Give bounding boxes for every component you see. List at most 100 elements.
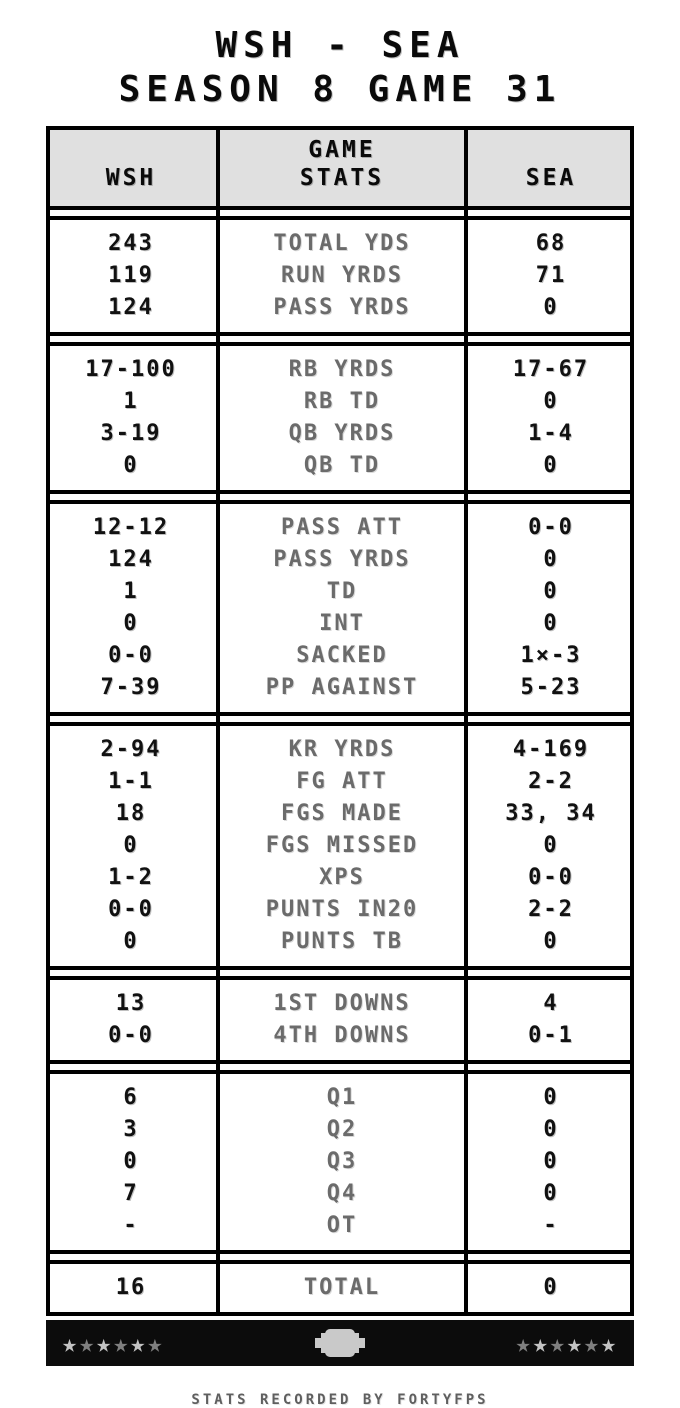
stat-value-wsh: 13: [115, 991, 147, 1016]
table-sections: 243 119 124 TOTAL YDS RUN YRDS PASS YRDS 68 71 0…: [46, 216, 634, 1316]
stat-value-sea: 0: [543, 547, 559, 572]
stars-left: ★★★★★★: [62, 1331, 164, 1356]
stat-value-wsh: 0: [123, 1149, 139, 1174]
stat-label: QB TD: [303, 453, 381, 478]
stat-label: RUN YRDS: [281, 263, 403, 288]
stat-value-sea: 0: [543, 389, 559, 414]
stat-label: FG ATT: [296, 769, 388, 794]
stat-label: 1ST DOWNS: [273, 991, 411, 1016]
header-game-stats: GAME STATS: [216, 130, 468, 206]
stat-value-wsh: 1: [123, 579, 139, 604]
column-wsh-values: 13 0-0: [46, 988, 216, 1052]
stat-label: PUNTS IN20: [265, 897, 419, 922]
stat-value-sea: 0: [543, 1149, 559, 1174]
stats-section-3: 12-12 124 1 0 0-0 7-39 PASS ATT PASS YRDS TD INT S…: [46, 500, 634, 716]
stat-value-sea: 68: [535, 231, 567, 256]
stat-label: FGS MISSED: [265, 833, 419, 858]
stat-value-wsh: 6: [123, 1085, 139, 1110]
column-sea-values: 4-169 2-2 33, 34 0 0-0 2-2 0: [468, 734, 634, 958]
column-wsh-values: 2-94 1-1 18 0 1-2 0-0 0: [46, 734, 216, 958]
stat-label: TOTAL: [303, 1275, 381, 1300]
footer-bar: ★★★★★★ ★★★★★★: [46, 1320, 634, 1366]
stat-value-wsh: 0-0: [108, 643, 154, 668]
stat-value-sea: 1×-3: [520, 643, 582, 668]
stat-value-wsh: 0-0: [108, 897, 154, 922]
stats-section-4: 2-94 1-1 18 0 1-2 0-0 0 KR YRDS FG ATT FGS MADE FG…: [46, 722, 634, 970]
column-sea-values: 0-0 0 0 0 1×-3 5-23: [468, 512, 634, 704]
stat-value-wsh: 7-39: [100, 675, 162, 700]
stat-value-wsh: 12-12: [92, 515, 170, 540]
stat-value-sea: 17-67: [512, 357, 590, 382]
stat-value-wsh: 124: [108, 547, 154, 572]
stat-label: PASS YRDS: [273, 295, 411, 320]
star-icon: ★: [515, 1328, 533, 1358]
stat-label: Q2: [326, 1117, 358, 1142]
star-icon: ★: [113, 1328, 131, 1358]
column-wsh-values: 12-12 124 1 0 0-0 7-39: [46, 512, 216, 704]
star-icon: ★: [79, 1328, 97, 1358]
stat-label: 4TH DOWNS: [273, 1023, 411, 1048]
column-stat-labels: 1ST DOWNS 4TH DOWNS: [216, 988, 468, 1052]
stat-label: PASS ATT: [281, 515, 403, 540]
stat-value-sea: 2-2: [528, 769, 574, 794]
stat-value-wsh: 18: [115, 801, 147, 826]
column-stat-labels: RB YRDS RB TD QB YRDS QB TD: [216, 354, 468, 482]
stat-value-sea: 0: [543, 929, 559, 954]
stat-value-sea: 0: [543, 579, 559, 604]
title-matchup: WSH - SEA: [215, 25, 465, 66]
stat-value-sea: 0-1: [528, 1023, 574, 1048]
column-stat-labels: PASS ATT PASS YRDS TD INT SACKED PP AGAINST: [216, 512, 468, 704]
stat-label: PP AGAINST: [265, 675, 419, 700]
header-sea: SEA: [468, 130, 634, 206]
stat-value-sea: 33, 34: [505, 801, 597, 826]
column-stat-labels: TOTAL: [216, 1272, 468, 1304]
title-season-game: SEASON 8 GAME 31: [118, 69, 562, 110]
stat-value-sea: -: [543, 1213, 559, 1238]
stat-value-sea: 0: [543, 833, 559, 858]
stat-value-sea: 71: [535, 263, 567, 288]
stat-value-sea: 0-0: [528, 865, 574, 890]
stats-section-7: 16 TOTAL 0: [46, 1260, 634, 1316]
stat-value-sea: 1-4: [528, 421, 574, 446]
header-sea-label: SEA: [525, 165, 577, 191]
stat-value-sea: 0: [543, 295, 559, 320]
page-title: WSH - SEA SEASON 8 GAME 31: [0, 24, 680, 112]
stat-label: RB TD: [303, 389, 381, 414]
stat-value-wsh: 16: [115, 1275, 147, 1300]
star-icon: ★: [62, 1328, 80, 1358]
stat-value-sea: 0: [543, 611, 559, 636]
stats-section-6: 6 3 0 7 - Q1 Q2 Q3 Q4 OT 0 0 0 0 -: [46, 1070, 634, 1254]
stats-section-2: 17-100 1 3-19 0 RB YRDS RB TD QB YRDS QB TD 17-6…: [46, 342, 634, 494]
header-wsh: WSH: [46, 130, 216, 206]
footer-caption: STATS RECORDED BY FORTYFPS: [191, 1392, 489, 1408]
star-icon: ★: [96, 1328, 114, 1358]
stat-value-wsh: 1: [123, 389, 139, 414]
star-icon: ★: [549, 1328, 567, 1358]
stat-value-wsh: 0: [123, 611, 139, 636]
stat-value-wsh: 124: [108, 295, 154, 320]
stat-value-sea: 0: [543, 1117, 559, 1142]
stat-value-wsh: 243: [108, 231, 154, 256]
stat-label: PUNTS TB: [281, 929, 403, 954]
stat-label: Q3: [326, 1149, 358, 1174]
column-stat-labels: TOTAL YDS RUN YRDS PASS YRDS: [216, 228, 468, 324]
stat-label: OT: [326, 1213, 358, 1238]
stat-label: SACKED: [296, 643, 388, 668]
stat-value-sea: 4-169: [512, 737, 590, 762]
column-sea-values: 4 0-1: [468, 988, 634, 1052]
column-stat-labels: KR YRDS FG ATT FGS MADE FGS MISSED XPS PUNTS …: [216, 734, 468, 958]
stat-label: Q4: [326, 1181, 358, 1206]
column-stat-labels: Q1 Q2 Q3 Q4 OT: [216, 1082, 468, 1242]
stat-value-wsh: 17-100: [85, 357, 177, 382]
stat-value-sea: 0: [543, 453, 559, 478]
stat-value-wsh: 0-0: [108, 1023, 154, 1048]
stats-section-5: 13 0-0 1ST DOWNS 4TH DOWNS 4 0-1: [46, 976, 634, 1064]
stat-value-wsh: -: [123, 1213, 139, 1238]
column-wsh-values: 16: [46, 1272, 216, 1304]
stat-label: Q1: [326, 1085, 358, 1110]
stat-label: PASS YRDS: [273, 547, 411, 572]
stat-value-wsh: 7: [123, 1181, 139, 1206]
stat-value-wsh: 3: [123, 1117, 139, 1142]
stat-label: RB YRDS: [288, 357, 396, 382]
stat-label: TOTAL YDS: [273, 231, 411, 256]
